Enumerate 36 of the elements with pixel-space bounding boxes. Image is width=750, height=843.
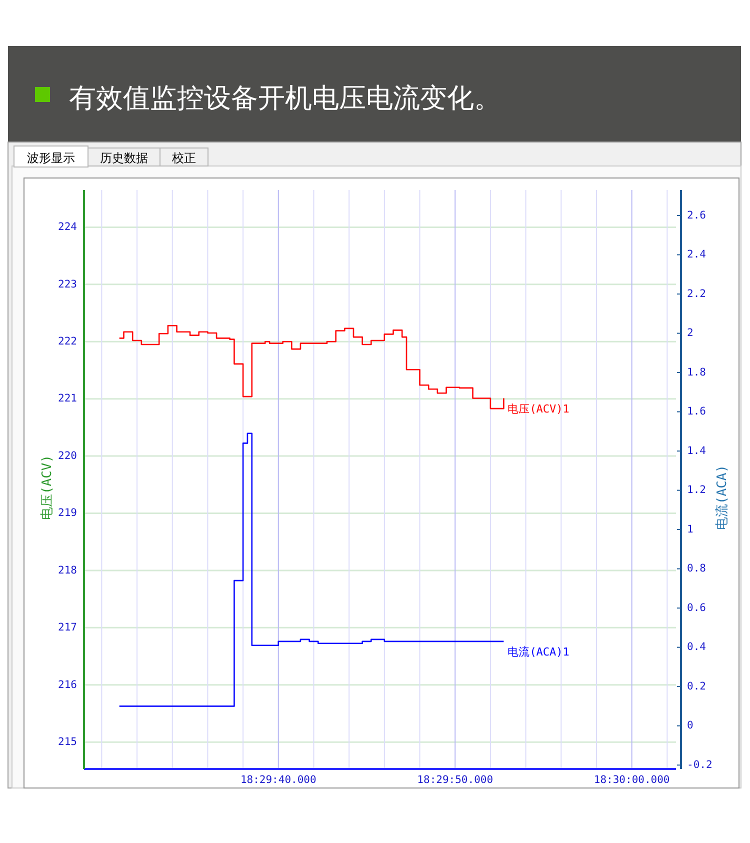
y-tick-label: 216 [58, 678, 77, 691]
y-tick-label: 218 [58, 564, 77, 576]
y-tick-label: 224 [58, 221, 77, 234]
y2-tick-label: -0.2 [687, 758, 712, 771]
y-axis-title: 电压(ACV) [40, 454, 55, 520]
y2-tick-label: 1.2 [687, 484, 706, 496]
series-label: 电压(ACV)1 [508, 402, 570, 416]
y2-tick-label: 0.6 [687, 602, 706, 614]
y2-tick-label: 0.2 [687, 680, 706, 692]
y2-tick-label: 0 [687, 720, 694, 732]
y2-tick-label: 0.4 [687, 641, 706, 654]
y2-tick-label: 1 [687, 523, 694, 536]
y2-tick-label: 1.6 [687, 406, 706, 418]
tab: 波形显示 [14, 146, 88, 168]
chart-title: 有效值监控设备开机电压电流变化。 [69, 83, 501, 114]
y2-tick-label: 2.2 [687, 288, 706, 300]
series-label: 电流(ACA)1 [508, 645, 570, 658]
y2-tick-label: 2.4 [687, 248, 706, 261]
y-tick-label: 221 [58, 392, 77, 405]
y2-axis-title: 电流(ACA) [714, 464, 730, 530]
tab: 校正 [160, 148, 208, 166]
y-tick-label: 217 [58, 622, 77, 634]
x-tick-label: 18:29:40.000 [240, 774, 316, 786]
x-tick-label: 18:30:00.000 [594, 774, 670, 786]
y2-tick-label: 0.8 [687, 562, 706, 575]
y-tick-label: 215 [58, 736, 77, 748]
y-tick-label: 220 [58, 450, 77, 462]
y-tick-label: 219 [58, 507, 77, 520]
y2-tick-label: 2 [687, 327, 694, 340]
tab: 历史数据 [88, 148, 160, 166]
y-tick-label: 222 [58, 335, 77, 348]
y2-tick-label: 1.4 [687, 444, 706, 457]
y-tick-label: 223 [58, 278, 77, 290]
y2-tick-label: 1.8 [687, 366, 706, 378]
y2-tick-label: 2.6 [687, 209, 706, 222]
x-tick-label: 18:29:50.000 [417, 774, 494, 786]
